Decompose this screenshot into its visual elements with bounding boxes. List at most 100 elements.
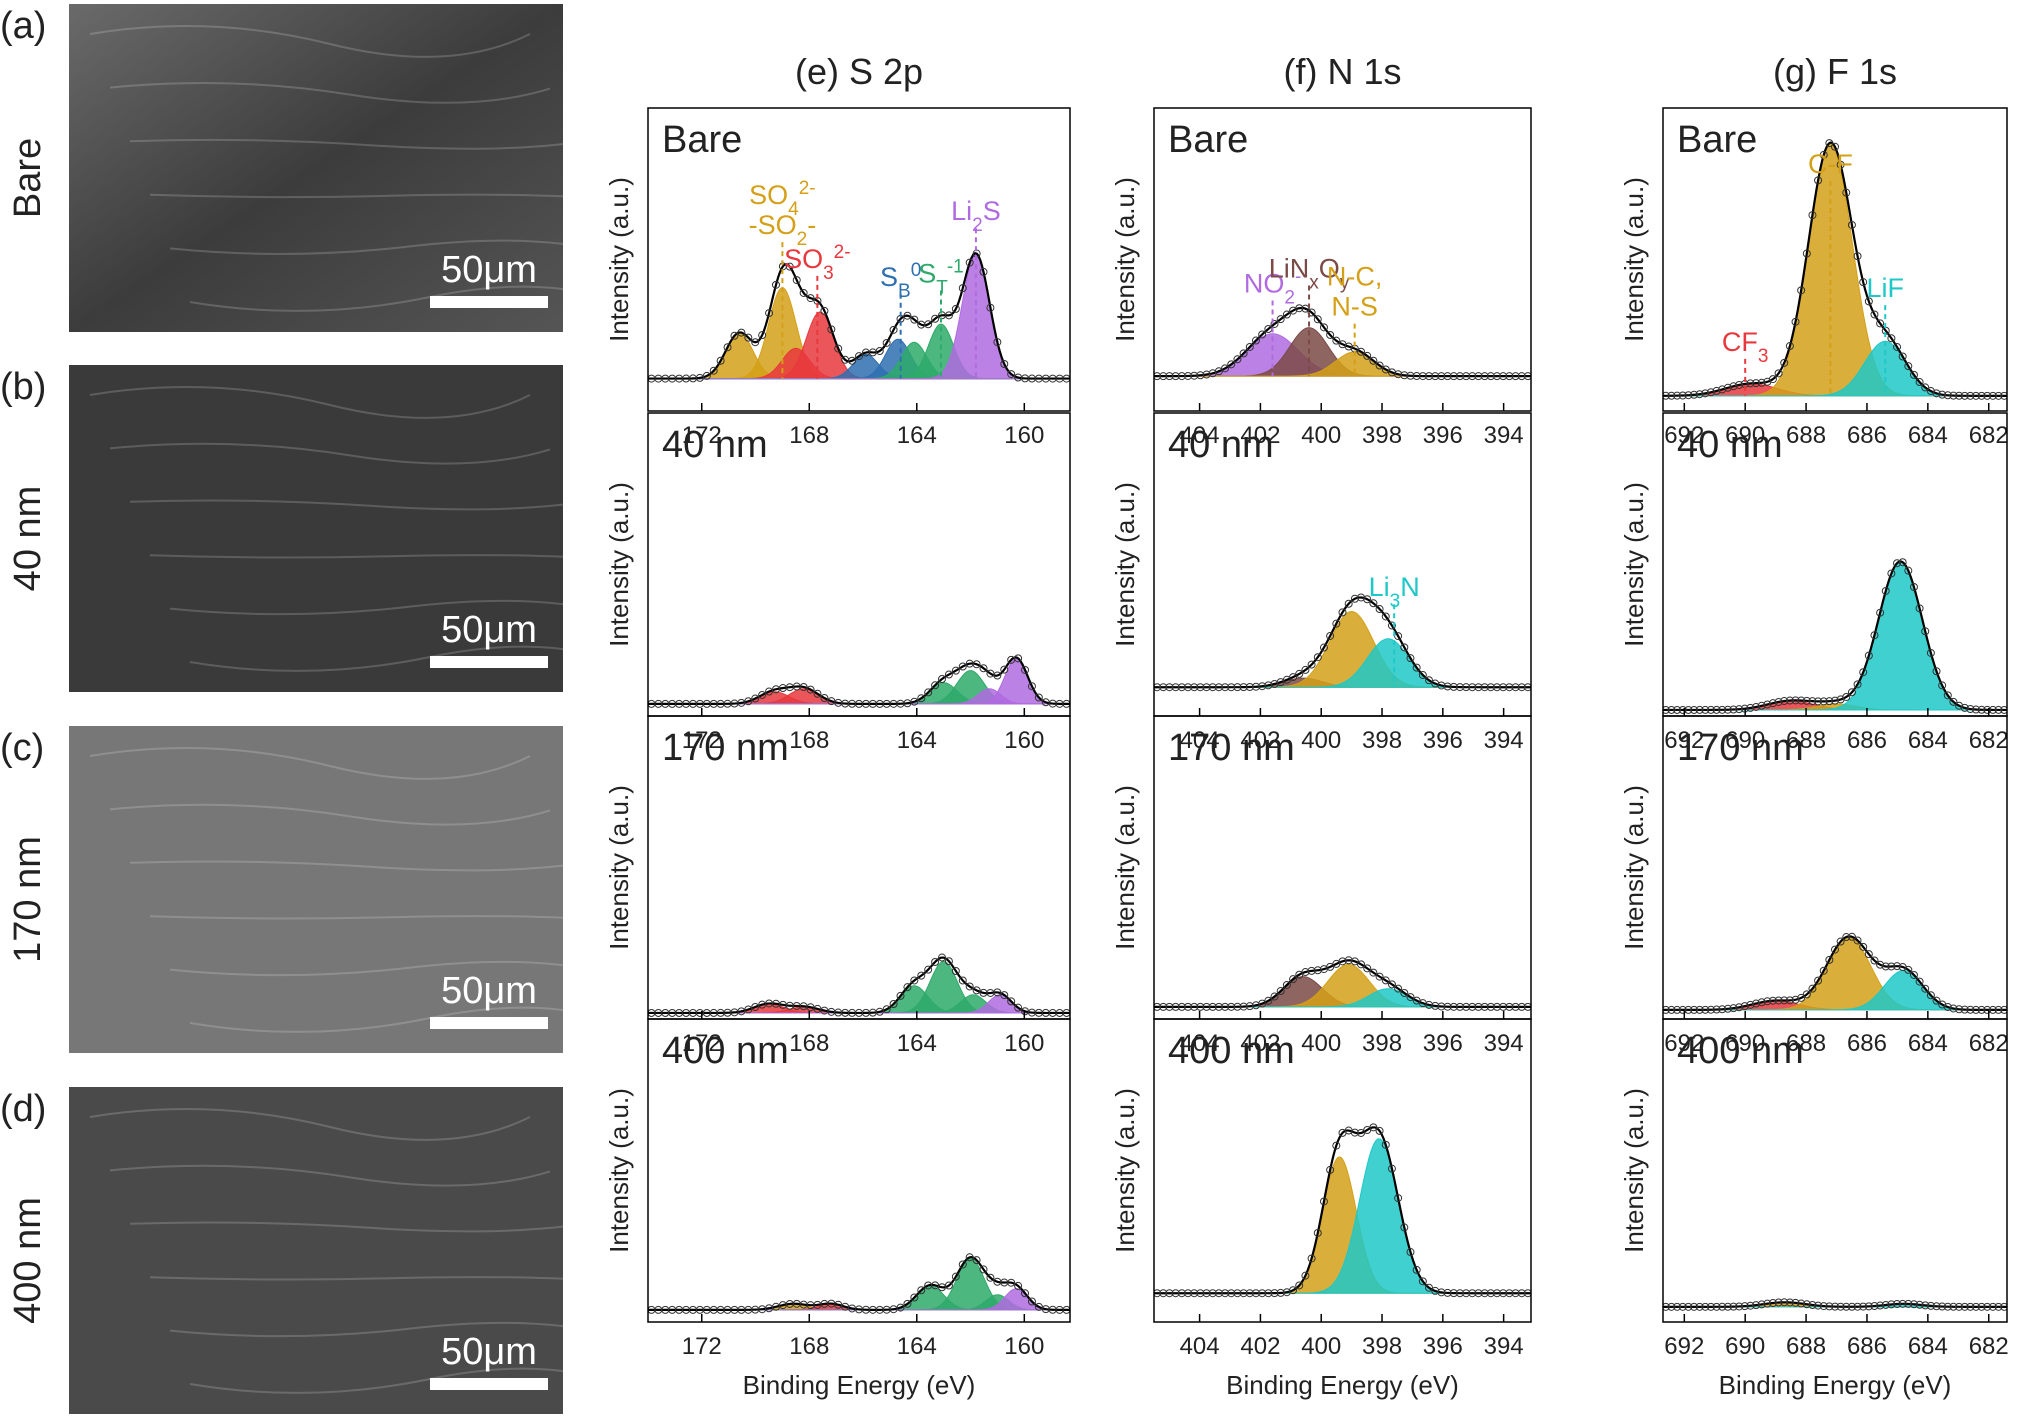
- data-point: [986, 1273, 995, 1282]
- x-tick-label: 404: [1180, 1333, 1220, 1360]
- x-tick-label: 690: [1725, 422, 1765, 449]
- data-point: [1921, 627, 1930, 636]
- data-point: [1915, 1300, 1924, 1309]
- data-point: [1505, 1289, 1514, 1298]
- data-point: [1842, 188, 1851, 197]
- data-point: [744, 333, 753, 342]
- data-point: [1165, 1002, 1174, 1011]
- data-point: [744, 1005, 753, 1014]
- x-tick-label: 398: [1362, 1333, 1402, 1360]
- data-point: [1027, 1297, 1036, 1306]
- data-point: [1462, 372, 1471, 381]
- data-point: [1814, 176, 1823, 185]
- data-point: [1690, 705, 1699, 714]
- data-point: [903, 983, 912, 992]
- peak-label: LiF: [1866, 273, 1904, 303]
- data-point: [1667, 391, 1676, 400]
- data-point: [1774, 697, 1783, 706]
- data-point: [1425, 1000, 1434, 1009]
- label-part: LiF: [1866, 273, 1904, 303]
- sem-texture: [129, 860, 571, 872]
- data-point: [1808, 697, 1817, 706]
- peak: [1154, 963, 1531, 1008]
- y-axis-label: Intensity (a.u.): [1619, 177, 1649, 342]
- data-point: [1511, 1289, 1520, 1298]
- row-label: Bare: [7, 138, 49, 218]
- data-point: [1663, 1005, 1670, 1014]
- peak: [1663, 143, 2007, 397]
- data-point: [1831, 1302, 1839, 1311]
- data-point: [1437, 681, 1446, 690]
- sem-texture: [89, 1108, 531, 1141]
- data-point: [1909, 970, 1918, 979]
- data-point: [1523, 683, 1531, 692]
- label-part: C-F: [1808, 149, 1853, 179]
- data-point: [1357, 960, 1366, 969]
- data-point: [1412, 372, 1421, 381]
- data-point: [1955, 1005, 1964, 1014]
- x-tick-label: 160: [1004, 727, 1044, 754]
- data-point: [758, 331, 767, 340]
- data-point: [1493, 1002, 1502, 1011]
- data-point: [716, 356, 725, 365]
- data-point: [1202, 683, 1211, 692]
- x-tick-label: 404: [1180, 1030, 1220, 1057]
- sample-label: 400 nm: [662, 1030, 789, 1072]
- data-point: [1864, 651, 1873, 660]
- data-point: [979, 1265, 988, 1274]
- data-point: [1159, 1289, 1168, 1298]
- data-point: [1988, 391, 1997, 400]
- x-tick-label: 160: [1004, 1030, 1044, 1057]
- data-point: [2000, 391, 2007, 400]
- data-point: [1780, 697, 1789, 706]
- data-point: [1034, 693, 1043, 702]
- data-point: [1400, 371, 1409, 380]
- data-point: [1955, 391, 1964, 400]
- data-point: [1418, 1277, 1427, 1286]
- data-point: [1706, 705, 1715, 714]
- data-point: [1245, 342, 1254, 351]
- data-point: [1701, 705, 1710, 714]
- data-point: [1757, 378, 1766, 387]
- data-point: [1289, 975, 1298, 984]
- sem-image: [69, 4, 563, 332]
- y-axis-label: Intensity (a.u.): [1110, 482, 1140, 647]
- x-tick-label: 168: [789, 1030, 829, 1057]
- data-point: [875, 1007, 884, 1016]
- x-tick-label: 164: [897, 727, 937, 754]
- data-point: [1406, 993, 1415, 1002]
- panel-label: (c): [0, 727, 44, 769]
- data-point: [1171, 372, 1180, 381]
- data-point: [1264, 681, 1273, 690]
- data-point: [1831, 696, 1839, 705]
- data-point: [1870, 956, 1879, 965]
- x-tick-label: 688: [1786, 1030, 1826, 1057]
- y-axis-label: Intensity (a.u.): [604, 1088, 634, 1253]
- label-part: NO: [1244, 269, 1285, 299]
- data-point: [751, 1002, 760, 1011]
- data-point: [1350, 594, 1359, 603]
- data-point: [799, 683, 808, 692]
- data-point: [1791, 317, 1800, 326]
- data-point: [1437, 372, 1446, 381]
- data-point: [1363, 595, 1372, 604]
- data-point: [1943, 1302, 1952, 1311]
- data-point: [1971, 705, 1980, 714]
- data-point: [1319, 323, 1328, 332]
- data-point: [1326, 631, 1335, 640]
- data-point: [1034, 1302, 1043, 1311]
- data-point: [1898, 352, 1907, 361]
- x-tick-label: 398: [1362, 727, 1402, 754]
- label-part: 2: [797, 229, 808, 250]
- data-point: [1523, 1002, 1531, 1011]
- data-point: [1258, 330, 1267, 339]
- data-point: [785, 262, 794, 271]
- data-point: [1701, 1005, 1710, 1014]
- data-point: [1418, 372, 1427, 381]
- data-point: [1971, 391, 1980, 400]
- data-point: [1443, 372, 1452, 381]
- data-point: [1819, 697, 1828, 706]
- y-axis-label: Intensity (a.u.): [1619, 482, 1649, 647]
- data-point: [1455, 1002, 1464, 1011]
- x-tick-label: 400: [1301, 1030, 1341, 1057]
